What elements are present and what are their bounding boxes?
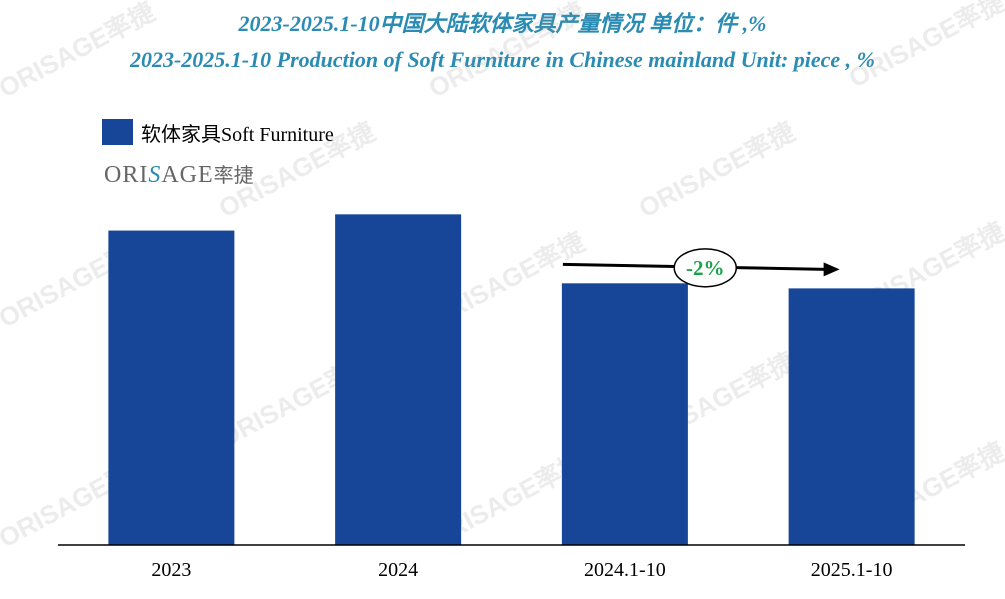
logo-text-3: AGE	[161, 162, 214, 188]
logo-text-cn: 率捷	[213, 163, 254, 187]
legend-swatch	[102, 119, 133, 145]
legend-label: 软体家具Soft Furniture	[141, 124, 334, 146]
x-tick-label-2: 2024.1-10	[584, 559, 666, 581]
bar-0	[108, 230, 235, 546]
bar-3	[788, 288, 915, 545]
chart-title-en: 2023-2025.1-10 Production of Soft Furnit…	[129, 47, 875, 72]
chart-title-cn: 2023-2025.1-10中国大陆软体家具产量情况 单位：件 ,%	[238, 11, 767, 36]
bar-2	[561, 283, 688, 545]
x-tick-label-3: 2025.1-10	[811, 559, 893, 581]
x-tick-label-0: 2023	[151, 559, 191, 581]
orisage-logo: ORISAGE率捷	[104, 159, 254, 189]
bar-1	[335, 214, 462, 546]
logo-text-2: S	[148, 162, 162, 188]
change-badge	[673, 248, 737, 288]
change-arrow-head	[823, 262, 840, 277]
logo-text-1: ORI	[104, 162, 149, 188]
change-label: -2%	[686, 256, 725, 280]
x-tick-label-1: 2024	[378, 559, 418, 581]
